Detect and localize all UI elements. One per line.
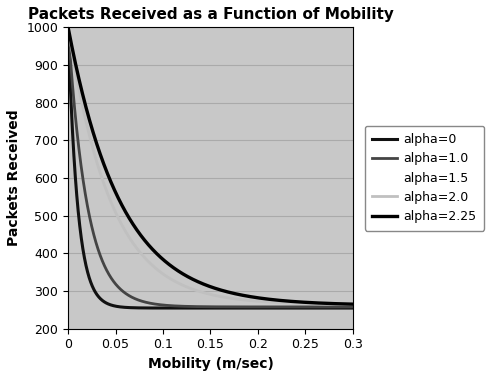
alpha=2.0 bbox=[204, 291, 210, 296]
alpha=2.0 bbox=[80, 105, 86, 109]
alpha=1.0 bbox=[350, 305, 356, 309]
Line: alpha=1.0: alpha=1.0 bbox=[68, 29, 353, 307]
alpha=1.0 bbox=[290, 305, 295, 309]
alpha=1.0 bbox=[342, 305, 347, 309]
X-axis label: Mobility (m/sec): Mobility (m/sec) bbox=[147, 357, 273, 371]
alpha=1.0 bbox=[342, 305, 347, 309]
alpha=2.25 bbox=[342, 302, 347, 306]
Legend: alpha=0, alpha=1.0, alpha=1.5, alpha=2.0, alpha=2.25: alpha=0, alpha=1.0, alpha=1.5, alpha=2.0… bbox=[365, 125, 484, 231]
alpha=0 bbox=[80, 246, 86, 250]
alpha=2.0 bbox=[290, 301, 295, 305]
alpha=2.25 bbox=[80, 92, 86, 97]
alpha=0 bbox=[65, 28, 71, 33]
alpha=2.25 bbox=[204, 283, 210, 288]
Line: alpha=2.25: alpha=2.25 bbox=[68, 28, 353, 304]
alpha=0 bbox=[290, 306, 295, 310]
alpha=0 bbox=[342, 306, 347, 310]
Line: alpha=0: alpha=0 bbox=[68, 30, 353, 308]
alpha=2.25 bbox=[342, 302, 347, 306]
alpha=2.0 bbox=[342, 302, 347, 307]
Line: alpha=2.0: alpha=2.0 bbox=[68, 28, 353, 304]
Title: Packets Received as a Function of Mobility: Packets Received as a Function of Mobili… bbox=[27, 7, 393, 22]
alpha=2.0 bbox=[65, 26, 71, 30]
alpha=1.0 bbox=[65, 26, 71, 31]
Y-axis label: Packets Received: Packets Received bbox=[7, 110, 21, 246]
alpha=1.0 bbox=[196, 304, 202, 309]
alpha=0 bbox=[196, 306, 202, 310]
alpha=2.25 bbox=[350, 302, 356, 307]
alpha=1.0 bbox=[204, 304, 210, 309]
alpha=2.25 bbox=[65, 25, 71, 30]
alpha=0 bbox=[342, 306, 347, 310]
alpha=0 bbox=[204, 306, 210, 310]
alpha=0 bbox=[350, 306, 356, 310]
alpha=2.25 bbox=[290, 299, 295, 304]
alpha=1.0 bbox=[80, 175, 86, 180]
alpha=2.0 bbox=[196, 289, 202, 294]
alpha=2.0 bbox=[350, 302, 356, 307]
alpha=2.0 bbox=[342, 302, 347, 307]
alpha=2.25 bbox=[196, 280, 202, 285]
